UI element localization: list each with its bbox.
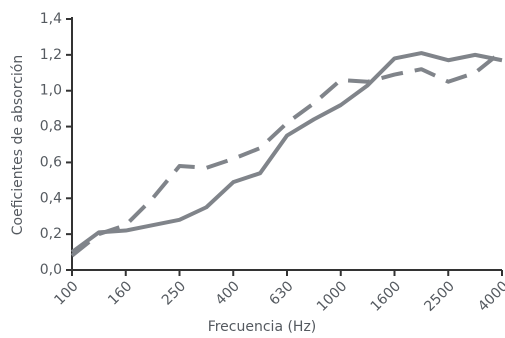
y-tick-label: 0,8 xyxy=(40,119,62,135)
x-tick-label: 400 xyxy=(213,278,243,308)
y-tick-label: 0,4 xyxy=(40,190,62,206)
y-tick-label: 0,2 xyxy=(40,226,62,242)
y-tick-label: 0,6 xyxy=(40,154,62,170)
y-axis-label: Coeficientes de absorción xyxy=(10,55,26,235)
y-tick-label: 1,2 xyxy=(40,47,62,63)
x-tick-label: 2500 xyxy=(421,278,458,315)
x-tick-label: 250 xyxy=(159,278,189,308)
x-tick-label: 630 xyxy=(266,278,296,308)
x-axis-label: Frecuencia (Hz) xyxy=(208,319,317,335)
y-tick-label: 0,0 xyxy=(40,262,62,278)
x-tick-label: 1000 xyxy=(314,278,351,315)
x-tick-label: 1600 xyxy=(368,278,405,315)
y-tick-label: 1,0 xyxy=(40,83,62,99)
x-tick-label: 100 xyxy=(51,278,81,308)
y-tick-label: 1,4 xyxy=(40,11,62,27)
series-line xyxy=(70,49,504,258)
x-tick-label: 4000 xyxy=(475,278,505,315)
x-tick-label: 160 xyxy=(105,278,135,308)
series-line xyxy=(70,51,503,254)
